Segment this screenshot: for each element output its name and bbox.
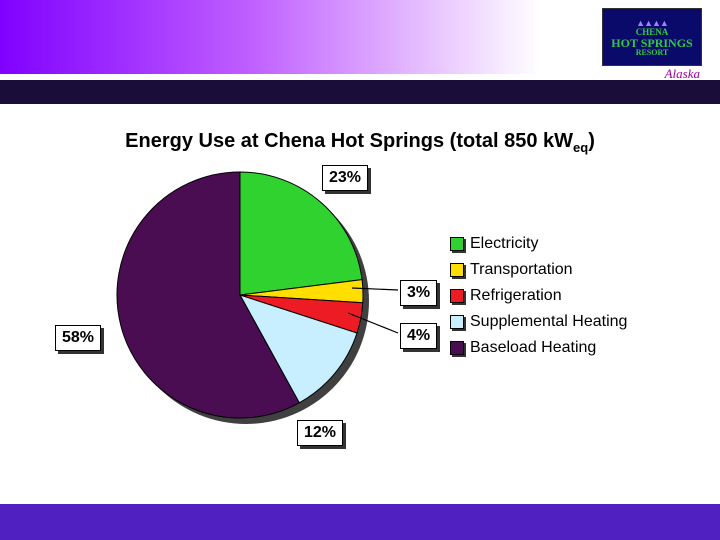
legend: Electricity Transportation Refrigeration Su… [450, 235, 627, 365]
legend-label: Supplemental Heating [470, 313, 627, 331]
pct-label: 23% [322, 165, 368, 191]
logo-mountains-icon: ▲▲▲▲ [636, 18, 668, 28]
legend-label: Electricity [470, 235, 538, 253]
legend-item: Baseload Heating [450, 339, 627, 357]
legend-swatch [450, 237, 464, 251]
logo: ▲▲▲▲ CHENA HOT SPRINGS RESORT [602, 8, 702, 66]
pct-label: 12% [297, 420, 343, 446]
logo-line2: HOT SPRINGS [611, 37, 692, 49]
legend-item: Supplemental Heating [450, 313, 627, 331]
legend-swatch [450, 263, 464, 277]
legend-item: Transportation [450, 261, 627, 279]
leader-line [352, 288, 398, 290]
logo-line3: RESORT [636, 49, 669, 57]
pct-label: 4% [400, 323, 437, 349]
pct-label: 3% [400, 280, 437, 306]
header-dark-bar [0, 80, 720, 104]
legend-swatch [450, 315, 464, 329]
chart-title: Energy Use at Chena Hot Springs (total 8… [0, 130, 720, 155]
legend-label: Transportation [470, 261, 573, 279]
title-suffix: ) [588, 130, 595, 152]
legend-swatch [450, 341, 464, 355]
legend-swatch [450, 289, 464, 303]
pct-label: 58% [55, 325, 101, 351]
legend-item: Electricity [450, 235, 627, 253]
title-sub: eq [573, 140, 588, 155]
legend-item: Refrigeration [450, 287, 627, 305]
legend-label: Baseload Heating [470, 339, 596, 357]
leader-line [348, 313, 398, 333]
chart-area: 23% 3% 4% 12% 58% Electricity Transportation R… [0, 155, 720, 455]
legend-label: Refrigeration [470, 287, 562, 305]
title-prefix: Energy Use at Chena Hot Springs (total 8… [125, 130, 573, 152]
footer-bar [0, 504, 720, 540]
